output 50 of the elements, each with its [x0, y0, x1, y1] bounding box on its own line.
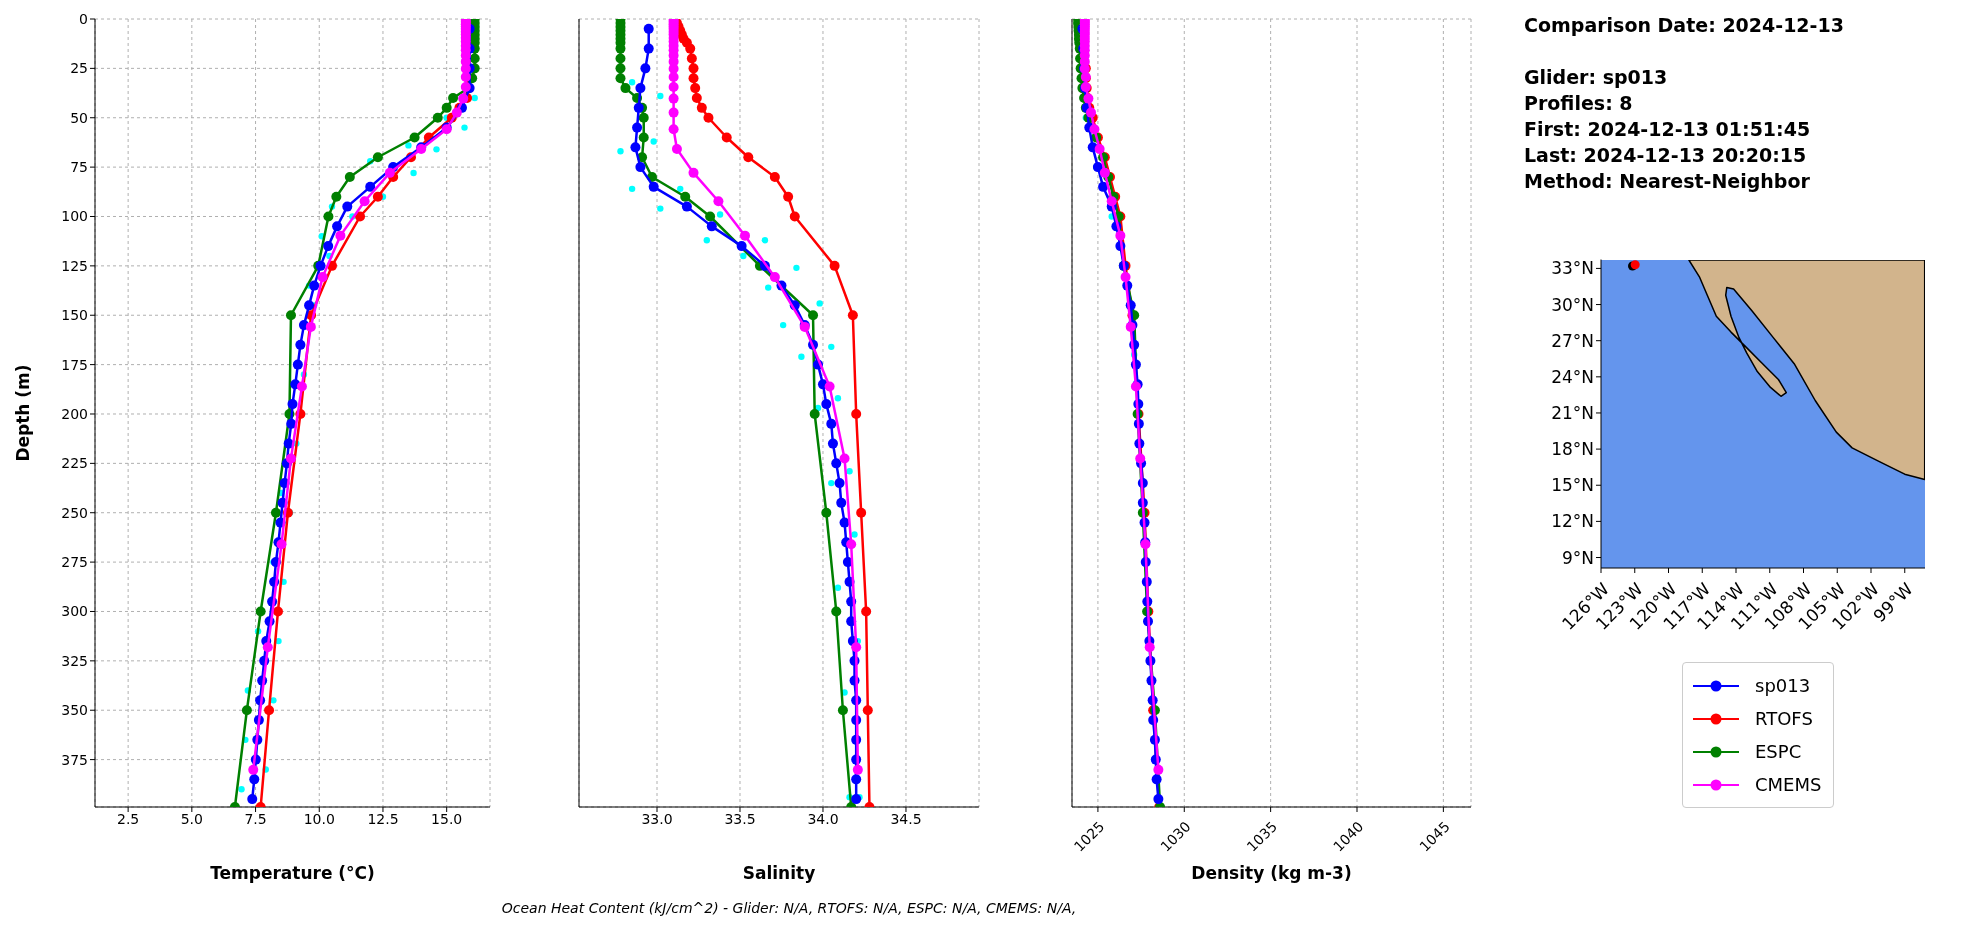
text: Comparison Date: 2024-12-13: [1524, 13, 1844, 38]
y-tick-label: 125: [61, 257, 88, 274]
x-tick-label: 12.5: [367, 810, 399, 827]
y-tick-label: 25: [70, 60, 88, 77]
y-tick-label: 325: [61, 652, 88, 669]
y-tick-label: 225: [61, 455, 88, 472]
text: Glider: sp013: [1524, 65, 1669, 90]
y-tick-label: 33°N: [1551, 258, 1594, 279]
y-tick-label: 250: [61, 504, 88, 521]
x-tick-label: 33.0: [641, 810, 673, 827]
x-tick-label: 33.5: [724, 810, 756, 827]
x-axis-title: Salinity: [742, 863, 816, 883]
text: Method: Nearest-Neighbor: [1524, 169, 1811, 194]
text: Last: 2024-12-13 20:20:15: [1524, 143, 1808, 168]
y-tick-label: 175: [61, 356, 88, 373]
y-tick-label: 15°N: [1551, 475, 1594, 496]
legend-label: CMEMS: [1755, 773, 1822, 797]
y-tick-label: 18°N: [1551, 439, 1594, 460]
y-tick-label: 275: [61, 554, 88, 571]
y-tick-label: 50: [70, 109, 88, 126]
x-tick-label: 34.5: [890, 810, 922, 827]
y-axis-title: Depth (m): [13, 364, 34, 462]
y-tick-label: 21°N: [1551, 403, 1594, 423]
y-tick-label: 375: [61, 751, 88, 768]
text: Profiles: 8: [1524, 91, 1634, 116]
y-tick-label: 200: [61, 405, 88, 422]
y-tick-label: 150: [61, 307, 88, 324]
legend-label: ESPC: [1755, 740, 1802, 764]
y-tick-label: 30°N: [1551, 294, 1594, 315]
x-tick-label: 15.0: [431, 810, 463, 827]
x-axis-title: Temperature (°C): [210, 863, 375, 883]
x-tick-label: 5.0: [180, 810, 203, 827]
y-tick-label: 350: [61, 702, 88, 719]
y-tick-label: 300: [61, 603, 88, 620]
y-tick-label: 9°N: [1561, 547, 1594, 568]
x-tick-label: 7.5: [244, 810, 267, 827]
x-tick-label: 34.0: [807, 810, 839, 827]
text: First: 2024-12-13 01:51:45: [1524, 117, 1812, 142]
y-tick-label: 0: [79, 10, 88, 27]
y-tick-label: 75: [70, 159, 88, 176]
legend-label: RTOFS: [1755, 707, 1813, 731]
x-axis-title: Density (kg m-3): [1191, 863, 1352, 883]
y-tick-label: 100: [61, 208, 88, 225]
x-tick-label: 10.0: [303, 810, 335, 827]
text: Ocean Heat Content (kJ/cm^2) - Glider: N/A, RTOFS: N/A, ESPC: N/A, CMEMS: N/A,: [500, 900, 1078, 916]
y-tick-label: 24°N: [1551, 366, 1594, 387]
legend-label: sp013: [1755, 674, 1811, 698]
y-tick-label: 27°N: [1551, 330, 1594, 351]
y-tick-label: 12°N: [1551, 511, 1594, 532]
x-tick-label: 2.5: [117, 810, 140, 827]
